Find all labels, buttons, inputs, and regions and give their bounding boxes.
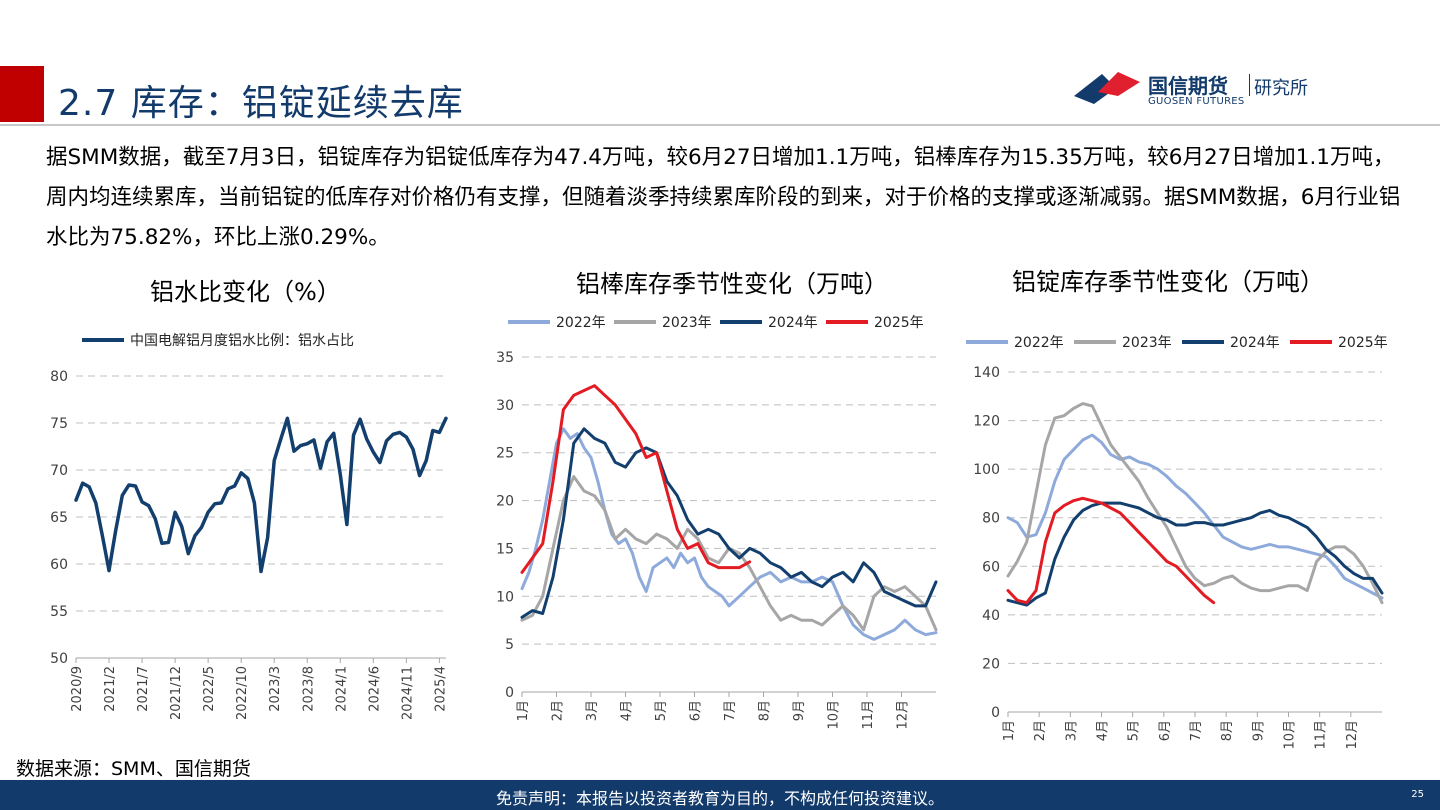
series-line-3: [520, 427, 938, 619]
x-tick-label: 6月: [689, 700, 704, 721]
legend-label: 2023年: [662, 315, 712, 331]
legend-label: 2023年: [1122, 335, 1172, 351]
x-tick-label: 2025/4: [433, 666, 448, 712]
x-tick-label: 7月: [723, 700, 738, 721]
x-tick-label: 2月: [551, 700, 566, 721]
x-tick-label: 2月: [1033, 720, 1048, 741]
series-line-4: [1006, 496, 1216, 605]
y-tick-label: 5: [505, 637, 514, 653]
summary-paragraph: 据SMM数据，截至7月3日，铝锭库存为铝锭低库存为47.4万吨，较6月27日增加…: [46, 145, 1401, 250]
y-tick-label: 75: [50, 416, 68, 432]
chart-water-ratio: 50 55 60 65 70 75 80 2020/9 2021/2 2021/7 2021/12 2…: [50, 333, 448, 720]
chart-title-rod-inventory: 铝棒库存季节性变化（万吨）: [576, 270, 888, 298]
x-tick-label: 6月: [1158, 720, 1173, 741]
x-tick-label: 2023/3: [268, 666, 283, 712]
legend-label: 2025年: [1338, 335, 1388, 351]
x-tick-label: 8月: [1220, 720, 1235, 741]
x-tick-label: 2021/7: [136, 666, 151, 712]
page-title: 2.7 库存：铝锭延续去库: [58, 83, 464, 124]
series-line-1: [1006, 433, 1384, 600]
chart-title-water-ratio: 铝水比变化（%）: [150, 278, 341, 306]
series-line-1: [520, 427, 938, 641]
x-tick-label: 1月: [1002, 720, 1017, 741]
x-tick-label: 10月: [1283, 720, 1298, 750]
x-tick-label: 9月: [792, 700, 807, 721]
chart-rod-inventory: 0 5 10 15 20 25 30 35 1月 2月 3月 4月 5月 6月 7月 8月 9月 10月 11月 12…: [496, 315, 938, 730]
legend-label: 2022年: [1014, 335, 1064, 351]
series-line-2: [1006, 402, 1384, 605]
y-tick-label: 25: [496, 446, 514, 462]
x-tick-label: 2020/9: [70, 666, 85, 712]
title-accent-bar: [0, 66, 44, 122]
y-tick-label: 55: [50, 604, 68, 620]
y-tick-label: 60: [50, 557, 68, 573]
chart-ingot-inventory: 0 20 40 60 80 100 120 140 1月 2月 3月 4月 5月 6月 7月 8月 9月 10月 1…: [966, 335, 1388, 750]
y-tick-label: 80: [982, 511, 1000, 527]
legend-label: 2022年: [556, 315, 606, 331]
y-tick-label: 40: [982, 608, 1000, 624]
logo-subtitle: 研究所: [1254, 78, 1308, 99]
x-tick-label: 8月: [758, 700, 773, 721]
y-tick-label: 65: [50, 510, 68, 526]
x-tick-label: 12月: [1345, 720, 1360, 750]
series-line-1: [74, 416, 448, 574]
x-tick-label: 11月: [861, 700, 876, 730]
y-tick-label: 60: [982, 559, 1000, 575]
x-tick-label: 5月: [654, 700, 669, 721]
x-tick-label: 3月: [585, 700, 600, 721]
legend-label: 中国电解铝月度铝水比例：铝水占比: [130, 333, 354, 349]
y-tick-label: 50: [50, 651, 68, 667]
brand-logo: 国信期货 研究所 GUOSEN FUTURES: [1072, 68, 1362, 114]
x-tick-label: 5月: [1127, 720, 1142, 741]
x-tick-label: 3月: [1064, 720, 1079, 741]
disclaimer: 免责声明：本报告以投资者教育为目的，不构成任何投资建议。: [495, 789, 944, 808]
title-divider: [0, 124, 1440, 126]
x-tick-label: 9月: [1251, 720, 1266, 741]
data-source: 数据来源：SMM、国信期货: [16, 758, 251, 780]
y-tick-label: 20: [496, 494, 514, 510]
x-tick-label: 2024/1: [334, 666, 349, 712]
x-tick-label: 2024/11: [400, 666, 415, 720]
x-tick-label: 1月: [516, 700, 531, 721]
y-tick-label: 30: [496, 398, 514, 414]
x-tick-label: 4月: [620, 700, 635, 721]
y-tick-label: 15: [496, 541, 514, 557]
x-tick-label: 12月: [896, 700, 911, 730]
x-tick-label: 7月: [1189, 720, 1204, 741]
legend-label: 2025年: [874, 315, 924, 331]
y-tick-label: 0: [505, 685, 514, 701]
chart-title-ingot-inventory: 铝锭库存季节性变化（万吨）: [1012, 268, 1324, 296]
logo-divider: [1249, 74, 1250, 96]
y-tick-label: 140: [973, 365, 1000, 381]
x-tick-label: 2021/2: [103, 666, 118, 712]
logo-english: GUOSEN FUTURES: [1148, 96, 1245, 107]
x-tick-label: 2024/6: [367, 666, 382, 712]
legend-label: 2024年: [768, 315, 818, 331]
y-tick-label: 35: [496, 350, 514, 366]
footer-bar: 免责声明：本报告以投资者教育为目的，不构成任何投资建议。 25: [0, 780, 1440, 810]
y-tick-label: 80: [50, 369, 68, 385]
legend-label: 2024年: [1230, 335, 1280, 351]
y-tick-label: 120: [973, 414, 1000, 430]
logo-name: 国信期货: [1148, 74, 1228, 98]
logo-emblem-icon: [1074, 72, 1140, 104]
series-line-3: [1006, 501, 1384, 607]
page-number: 25: [1411, 789, 1424, 800]
x-tick-label: 11月: [1314, 720, 1329, 750]
x-tick-label: 4月: [1096, 720, 1111, 741]
x-tick-label: 2022/10: [235, 666, 250, 720]
x-tick-label: 2023/8: [301, 666, 316, 712]
y-tick-label: 100: [973, 462, 1000, 478]
y-tick-label: 10: [496, 589, 514, 605]
y-tick-label: 20: [982, 656, 1000, 672]
y-tick-label: 70: [50, 463, 68, 479]
x-tick-label: 10月: [827, 700, 842, 730]
y-tick-label: 0: [991, 705, 1000, 721]
series-line-4: [520, 384, 752, 574]
x-tick-label: 2021/12: [169, 666, 184, 720]
x-tick-label: 2022/5: [202, 666, 217, 712]
